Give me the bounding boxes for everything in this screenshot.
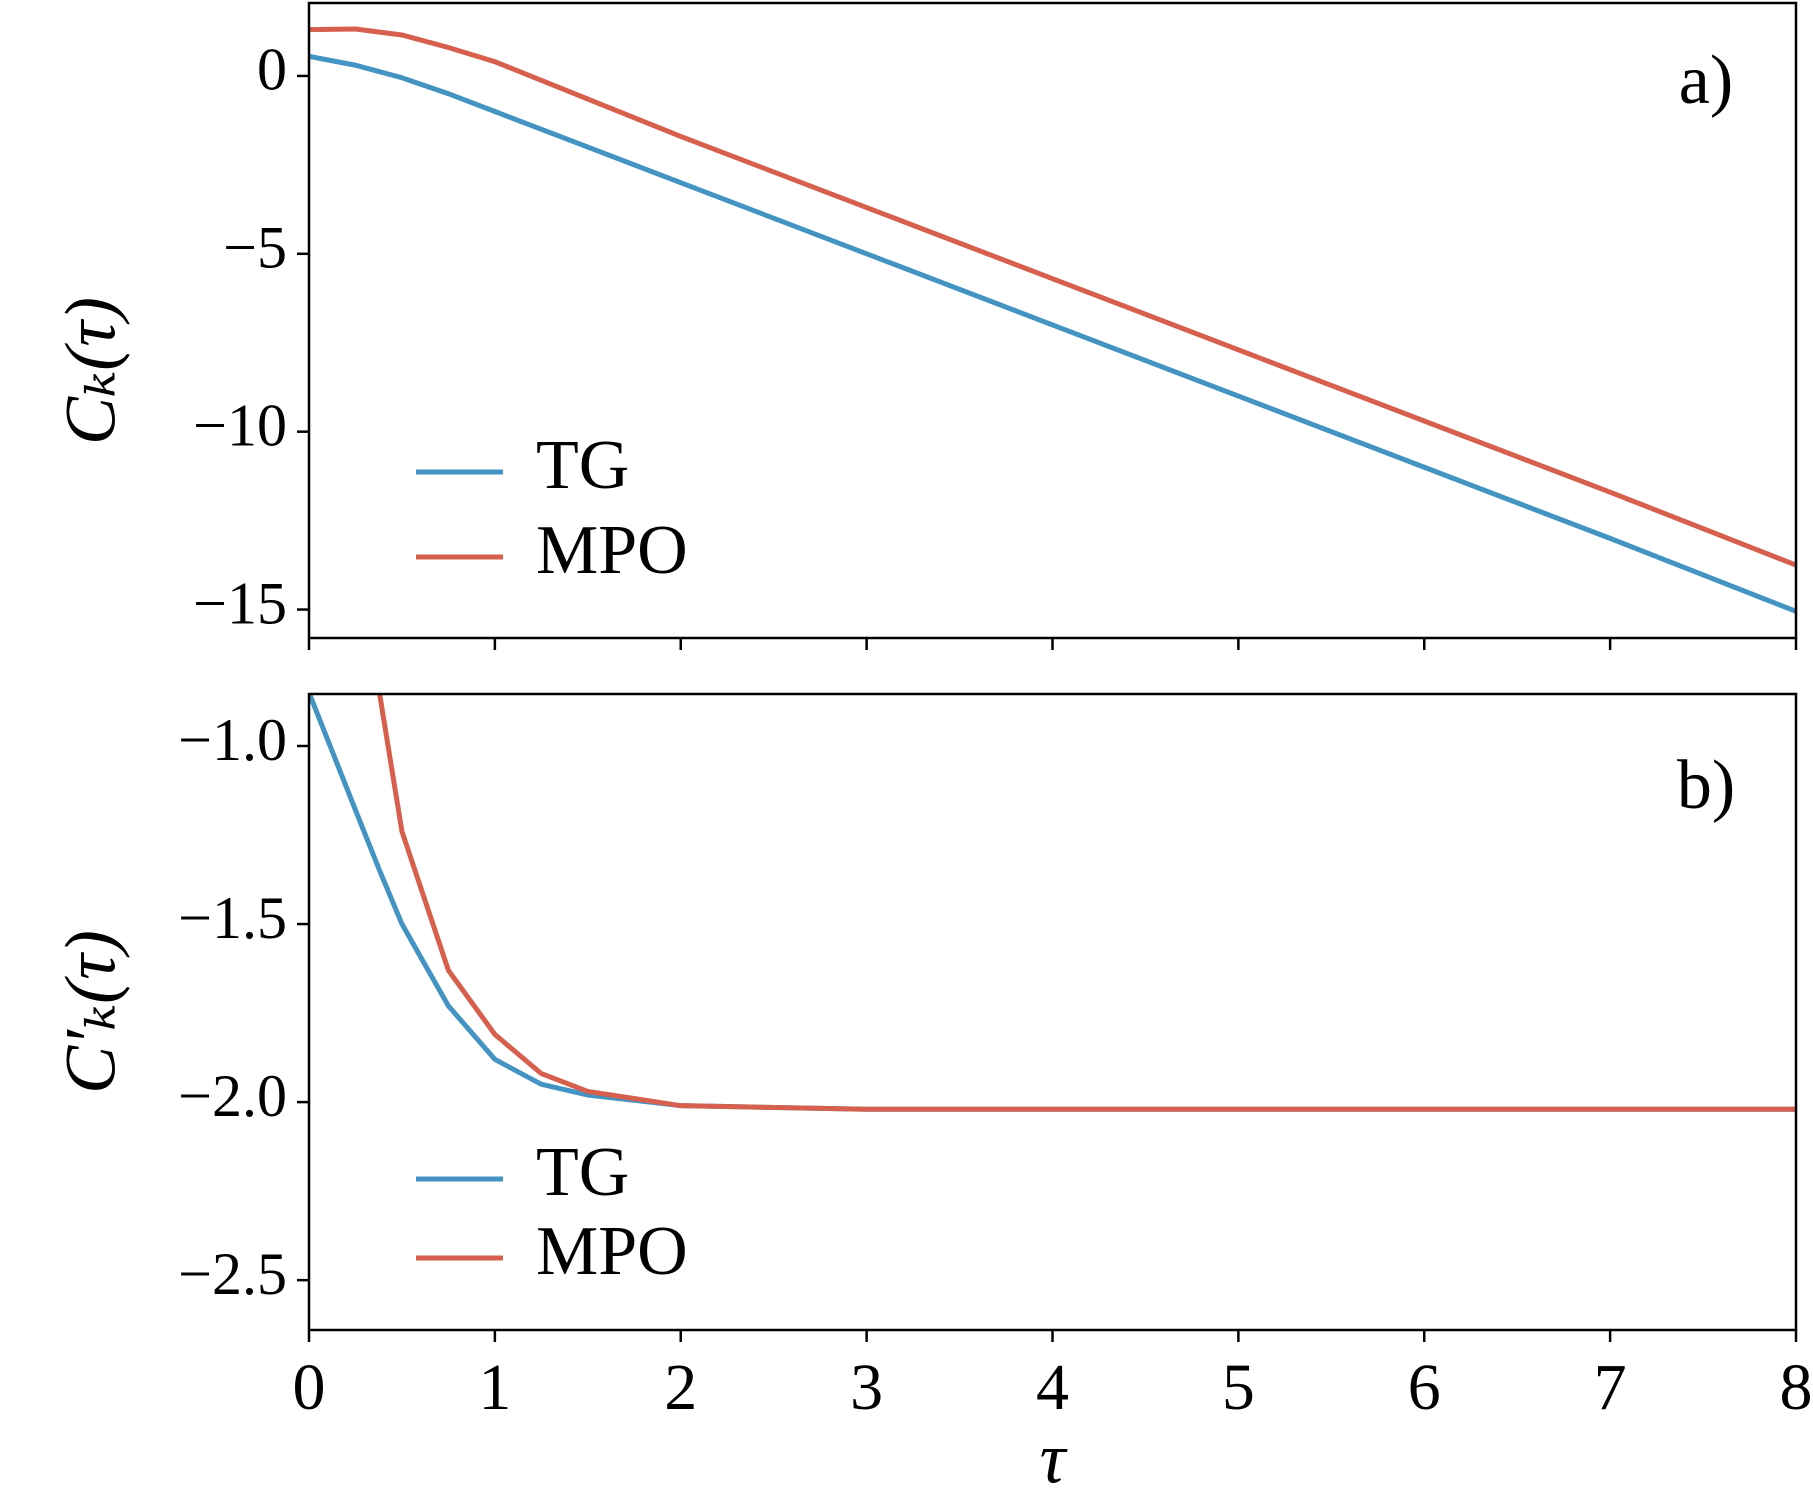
- y-axis-label: Cₖ(τ): [51, 297, 131, 445]
- y-tick-label: −1.5: [178, 885, 287, 951]
- legend-label: TG: [536, 1134, 629, 1211]
- x-tick-label: 5: [1222, 1351, 1255, 1424]
- y-tick-label: −15: [193, 570, 287, 636]
- data-line: [309, 53, 1796, 614]
- x-tick-label: 1: [478, 1351, 511, 1424]
- data-line: [309, 694, 1796, 1112]
- x-axis-label: τ: [1040, 1419, 1068, 1492]
- legend-label: MPO: [536, 1213, 688, 1290]
- y-tick-label: −5: [223, 215, 287, 281]
- x-tick-label: 2: [664, 1351, 697, 1424]
- y-tick-label: −2.0: [178, 1063, 287, 1129]
- data-line: [377, 694, 1796, 1112]
- axes-frame: [307, 1, 1798, 640]
- x-tick-label: 0: [293, 1351, 326, 1424]
- panel-label: b): [1677, 747, 1735, 824]
- x-tick-label: 3: [850, 1351, 883, 1424]
- legend-label: TG: [536, 427, 629, 504]
- x-tick-label: 4: [1036, 1351, 1069, 1424]
- x-tick-label: 8: [1780, 1351, 1813, 1424]
- x-tick-label: 7: [1594, 1351, 1627, 1424]
- y-axis-label: C′ₖ(τ): [51, 930, 131, 1094]
- legend-label: MPO: [536, 512, 688, 589]
- y-tick-label: −10: [193, 392, 287, 458]
- y-tick-label: −2.5: [178, 1241, 287, 1307]
- data-line: [309, 26, 1796, 568]
- panel-label: a): [1679, 42, 1733, 119]
- y-tick-label: 0: [257, 37, 287, 103]
- x-tick-label: 6: [1408, 1351, 1441, 1424]
- y-tick-label: −1.0: [178, 707, 287, 773]
- axes-frame: [307, 692, 1798, 1332]
